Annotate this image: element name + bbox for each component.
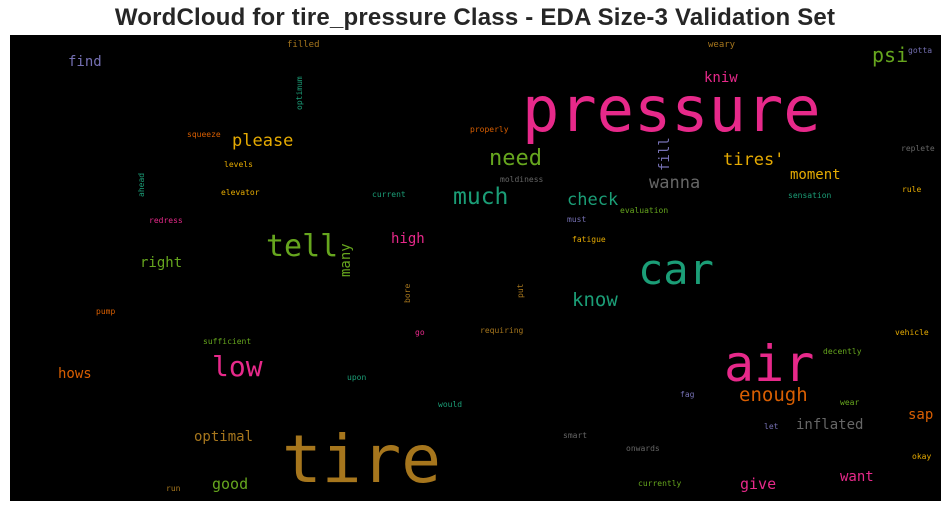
- word-many: many: [338, 243, 354, 277]
- word-need: need: [489, 146, 542, 171]
- word-onwards: onwards: [626, 444, 660, 453]
- word-okay: okay: [912, 452, 932, 461]
- word-right: right: [140, 255, 183, 271]
- figure-title: WordCloud for tire_pressure Class - EDA …: [114, 4, 836, 31]
- word-tire: tire: [282, 421, 441, 498]
- word-moldiness: moldiness: [500, 175, 544, 184]
- word-fatigue: fatigue: [572, 235, 606, 244]
- word-currently: currently: [638, 479, 682, 488]
- word-find: find: [68, 54, 102, 70]
- word-decently: decently: [823, 347, 862, 356]
- word-want: want: [840, 469, 874, 485]
- word-moment: moment: [790, 167, 841, 183]
- word-fill: fill: [657, 137, 673, 171]
- word-high: high: [391, 231, 425, 247]
- word-cloud: pressure tire air car tell low much need…: [10, 35, 941, 501]
- word-rule: rule: [902, 185, 922, 194]
- word-pump: pump: [96, 307, 116, 316]
- word-kniw: kniw: [704, 70, 738, 86]
- word-check: check: [567, 190, 619, 210]
- word-fag: fag: [680, 390, 695, 399]
- word-run: run: [166, 484, 181, 493]
- word-optimum: optimum: [295, 76, 304, 110]
- word-gotta: gotta: [908, 46, 933, 55]
- word-please: please: [232, 131, 294, 151]
- word-low: low: [212, 350, 263, 383]
- word-smart: smart: [563, 431, 588, 440]
- word-current: current: [372, 190, 406, 199]
- word-vehicle: vehicle: [895, 328, 929, 337]
- word-upon: upon: [347, 373, 367, 382]
- word-hows: hows: [58, 366, 92, 382]
- word-ahead: ahead: [137, 172, 146, 197]
- word-know: know: [572, 289, 618, 311]
- word-let: let: [764, 422, 779, 431]
- word-car: car: [638, 245, 714, 294]
- word-optimal: optimal: [194, 429, 254, 445]
- word-bore: bore: [403, 283, 412, 303]
- word-air: air: [724, 335, 815, 393]
- word-tires: tires': [723, 150, 785, 170]
- word-replete: replete: [901, 144, 935, 153]
- word-wanna: wanna: [649, 173, 701, 193]
- word-elevator: elevator: [221, 188, 260, 197]
- word-good: good: [212, 475, 249, 493]
- word-enough: enough: [739, 384, 808, 406]
- word-sensation: sensation: [788, 191, 832, 200]
- word-psi: psi: [872, 43, 909, 67]
- word-must: must: [567, 215, 587, 224]
- word-tell: tell: [266, 229, 339, 264]
- word-weary: weary: [708, 40, 736, 50]
- word-go: go: [415, 328, 425, 337]
- word-squeeze: squeeze: [187, 130, 221, 139]
- word-sufficient: sufficient: [203, 337, 252, 346]
- word-would: would: [438, 400, 463, 409]
- word-properly: properly: [470, 125, 509, 134]
- word-requiring: requiring: [480, 326, 524, 335]
- word-much: much: [453, 184, 509, 210]
- word-pressure: pressure: [522, 73, 821, 146]
- word-evaluation: evaluation: [620, 206, 669, 215]
- word-put: put: [516, 283, 525, 298]
- word-sap: sap: [908, 407, 934, 423]
- word-give: give: [740, 475, 777, 493]
- word-inflated: inflated: [796, 417, 864, 433]
- word-wear: wear: [840, 398, 860, 407]
- word-filled: filled: [287, 40, 320, 50]
- word-redress: redress: [149, 216, 183, 225]
- word-levels: levels: [224, 160, 253, 169]
